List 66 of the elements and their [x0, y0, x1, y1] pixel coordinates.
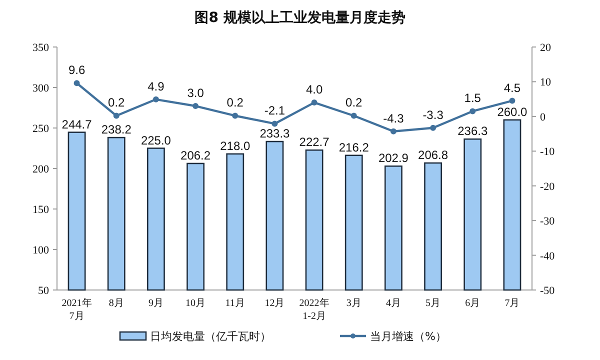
data-label: 202.9	[378, 151, 409, 166]
point	[152, 96, 159, 102]
x-tick-label: 8月	[108, 298, 124, 309]
data-label: 225.0	[140, 133, 172, 148]
data-label: 236.3	[458, 124, 488, 138]
y-tick-label: 150	[32, 204, 50, 216]
data-label: 218.0	[220, 138, 250, 153]
point	[430, 124, 436, 131]
point	[272, 120, 278, 127]
y-tick-label: 350	[32, 42, 50, 54]
data-label: 233.3	[260, 126, 290, 141]
y-tick-label: 300	[32, 82, 50, 94]
y-tick-label: 50	[38, 285, 50, 297]
data-label: 0.2	[226, 96, 244, 110]
x-tick-label: 11月	[225, 298, 245, 309]
x-tick-label: 5月	[426, 298, 441, 309]
data-label: -4.3	[383, 111, 404, 126]
data-label: 222.7	[299, 135, 330, 150]
data-label: 0.2	[346, 96, 363, 110]
point	[113, 112, 120, 119]
x-tick-label: 10月	[186, 298, 206, 309]
point	[350, 112, 357, 119]
data-label: 4.0	[306, 82, 323, 97]
y2-tick-label: -20	[540, 180, 556, 193]
data-label: 0.2	[108, 96, 126, 110]
point	[390, 128, 396, 134]
y2-tick-label: -50	[540, 285, 556, 297]
data-label: -3.3	[422, 108, 444, 122]
y2-tick-label: -10	[540, 146, 556, 158]
x-tick-label: 2021年 7月	[62, 297, 92, 322]
y-tick-label: 250	[32, 123, 50, 135]
x-tick-label: 7月	[504, 298, 520, 309]
point	[74, 80, 80, 86]
data-label: -2.1	[264, 104, 286, 118]
x-tick-label: 9月	[148, 298, 164, 309]
x-tick-label: 6月	[465, 298, 480, 309]
point	[509, 98, 516, 104]
data-label: 206.8	[418, 148, 448, 162]
chart-title: 图8 规模以上工业发电量月度走势	[194, 9, 406, 26]
x-tick-label: 3月	[346, 298, 362, 309]
point	[470, 108, 476, 114]
data-label: 3.0	[187, 86, 204, 100]
y2-tick-label: 20	[540, 42, 552, 54]
y-tick-label: 100	[32, 244, 50, 256]
y2-tick-label: -40	[540, 250, 556, 262]
y2-tick-label: -30	[540, 216, 556, 228]
y2-tick-label: 0	[540, 111, 546, 124]
x-tick-label: 2022年 1-2月	[299, 297, 330, 322]
data-label: 9.6	[68, 63, 86, 78]
legend-label: 日均发电量（亿千瓦时）	[150, 330, 271, 343]
data-label: 4.9	[148, 79, 165, 94]
data-label: 244.7	[62, 117, 92, 132]
x-tick-label: 4月	[386, 298, 401, 309]
data-label: 238.2	[101, 122, 132, 137]
legend-label: 当月增速（%）	[370, 330, 446, 343]
point	[232, 112, 238, 119]
data-label: 216.2	[338, 140, 370, 154]
x-tick-label: 12月	[264, 298, 285, 309]
data-label: 260.0	[497, 104, 528, 119]
point	[311, 100, 318, 106]
point	[192, 103, 199, 110]
data-label: 206.2	[180, 148, 211, 162]
y2-tick-label: 10	[540, 76, 552, 89]
y-tick-label: 200	[32, 164, 50, 176]
data-label: 4.5	[504, 80, 521, 95]
data-label: 1.5	[464, 91, 482, 106]
